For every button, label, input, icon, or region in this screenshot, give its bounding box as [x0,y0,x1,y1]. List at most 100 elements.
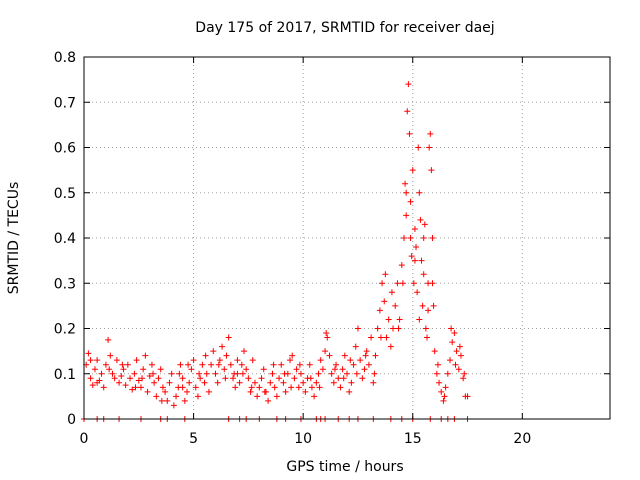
data-point [438,388,445,395]
data-point [89,382,96,389]
data-point [158,397,165,404]
data-point [382,271,389,278]
data-point [159,384,166,391]
data-point [155,375,162,382]
data-point [404,108,411,115]
data-point [441,393,448,400]
x-axis-label: GPS time / hours [286,459,403,475]
data-point [214,379,221,386]
data-point [302,388,309,395]
data-point [308,384,315,391]
data-point [319,366,326,373]
data-point [261,388,268,395]
y-tick-label: 0.1 [54,367,76,383]
data-point [135,377,142,384]
data-point [109,370,116,377]
data-point [449,339,456,346]
data-point [440,397,447,404]
data-point [245,375,252,382]
y-tick-label: 0.5 [54,186,76,202]
data-point [210,348,217,355]
data-point [225,334,232,341]
data-point [456,343,463,350]
data-point [212,370,219,377]
data-point [400,235,407,241]
data-point [431,348,438,355]
data-point [460,375,467,382]
data-point [106,366,113,373]
data-point [357,357,364,364]
chart-title: Day 175 of 2017, SRMTID for receiver dae… [195,20,494,36]
data-point [219,343,226,350]
data-point [331,366,338,373]
data-point [129,386,136,393]
data-point [265,397,272,404]
y-axis-label: SRMTID / TECUs [6,182,22,295]
data-point [192,384,199,391]
data-point [113,357,120,364]
data-point [222,375,229,382]
data-point [271,384,278,391]
data-point [267,379,274,386]
data-point [173,393,180,400]
data-point [166,379,173,386]
data-point [243,366,250,373]
y-tick-label: 0.3 [54,276,76,292]
data-point [352,343,359,350]
data-point [388,289,395,296]
data-point [300,379,307,386]
x-tick-label: 0 [80,431,89,447]
data-point [201,379,208,386]
data-point [406,130,413,137]
data-point [413,244,420,251]
data-point [354,325,361,332]
data-point [282,388,289,395]
data-point [429,235,436,241]
data-point [409,167,416,174]
data-point [107,352,114,359]
data-point [280,379,287,386]
data-point [197,375,204,382]
data-point [179,384,186,391]
data-point [269,370,276,377]
data-point [270,361,277,368]
data-point [85,350,92,357]
data-point [234,357,241,364]
data-point [324,334,331,341]
data-point [238,361,245,368]
data-point [339,366,346,373]
data-point [208,361,215,368]
data-point [170,402,177,409]
data-point [451,330,458,337]
data-point [276,375,283,382]
data-point [394,280,401,287]
data-point [411,225,418,232]
data-point [410,280,417,287]
data-point [453,348,460,355]
data-point [347,357,354,364]
tick-labels: 0 0.1 0.2 0.3 0.4 0.5 0.6 0.7 0.8 0 5 10 15 20 [54,50,532,447]
data-point [383,334,390,341]
data-point [281,370,288,377]
data-point [260,366,267,373]
data-point [150,370,157,377]
data-point [433,370,440,377]
data-point [203,370,210,377]
axes-frame [83,56,611,420]
data-point [190,357,197,364]
data-point [416,189,423,196]
data-point [248,384,255,391]
data-point [249,357,256,364]
data-point [374,325,381,332]
data-point [179,375,186,382]
data-point [162,388,169,395]
data-point [146,373,153,380]
data-point [254,393,261,400]
data-point [223,352,230,359]
data-point [427,130,434,137]
data-point [457,352,464,359]
plot-border [83,56,611,420]
data-point [153,393,160,400]
data-point [381,298,388,305]
